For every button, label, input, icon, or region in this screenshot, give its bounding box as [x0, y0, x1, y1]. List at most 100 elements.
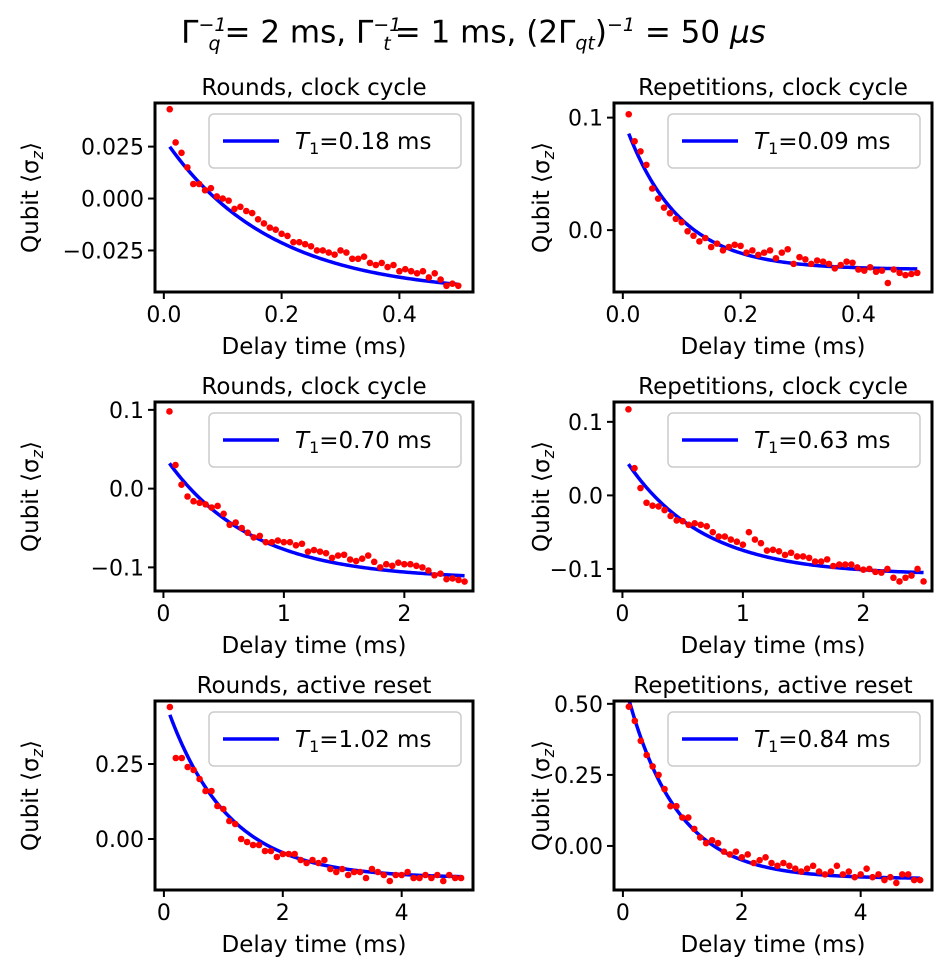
- data-point: [709, 528, 717, 536]
- data-point: [625, 110, 633, 118]
- data-point: [807, 260, 815, 268]
- data-point: [382, 560, 390, 568]
- data-point: [819, 258, 827, 265]
- subplot-title: Repetitions, active reset: [633, 673, 912, 699]
- data-point: [848, 561, 855, 568]
- data-point: [751, 536, 759, 543]
- data-point: [295, 238, 303, 246]
- data-point: [837, 261, 845, 269]
- y-tick-label: 0.50: [554, 693, 603, 718]
- x-tick-label: 0: [615, 602, 629, 627]
- data-point: [190, 497, 197, 505]
- subplot-3: Rounds, clock cycle 0 1 2 −0.1 0.0 0.1 Delay ti…: [18, 374, 475, 659]
- data-point: [678, 218, 686, 226]
- data-point: [778, 249, 786, 256]
- data-point: [655, 503, 662, 510]
- data-point: [250, 534, 258, 541]
- data-point: [817, 558, 825, 565]
- data-point: [214, 502, 221, 510]
- data-point: [793, 553, 801, 560]
- legend: T1=0.70 ms: [208, 412, 462, 468]
- title-gt-sup: −1: [373, 14, 402, 36]
- x-axis-label: Delay time (ms): [681, 932, 866, 958]
- data-point: [395, 559, 402, 566]
- data-point: [898, 871, 906, 878]
- data-point: [338, 865, 346, 873]
- data-point: [660, 204, 668, 211]
- data-point: [821, 871, 829, 878]
- data-point: [449, 575, 456, 582]
- data-point: [733, 538, 741, 546]
- data-point: [679, 517, 686, 525]
- data-point: [278, 230, 285, 238]
- data-point: [754, 251, 762, 259]
- data-point: [348, 255, 356, 263]
- data-point: [772, 254, 780, 262]
- data-point: [304, 548, 312, 555]
- data-point: [309, 856, 316, 864]
- data-point: [815, 868, 823, 875]
- data-point: [172, 139, 179, 146]
- data-point: [910, 876, 918, 884]
- data-point: [315, 859, 322, 867]
- subplot-title: Repetitions, clock cycle: [638, 75, 908, 101]
- plot-area: [625, 110, 921, 287]
- title-gq-sub: q: [208, 32, 221, 55]
- legend: T1=0.18 ms: [208, 113, 462, 169]
- data-point: [266, 224, 274, 231]
- data-point: [849, 259, 856, 267]
- subplot-title: Rounds, clock cycle: [201, 75, 426, 101]
- data-point: [376, 564, 384, 571]
- x-tick-label: 0.0: [605, 303, 640, 328]
- data-point: [756, 856, 763, 864]
- x-tick-label: 0.0: [146, 303, 181, 328]
- data-point: [208, 504, 215, 511]
- data-point: [673, 517, 680, 524]
- data-point: [242, 207, 250, 215]
- data-point: [279, 850, 287, 858]
- data-point: [298, 540, 306, 548]
- y-axis-label: Qubit ⟨σz⟩: [18, 740, 47, 851]
- data-point: [643, 161, 650, 169]
- data-point: [419, 267, 427, 275]
- data-point: [757, 539, 765, 547]
- data-point: [855, 266, 862, 273]
- legend: T1=0.84 ms: [667, 711, 921, 767]
- data-point: [760, 249, 768, 256]
- x-tick-label: 0.4: [841, 303, 876, 328]
- data-point: [857, 871, 864, 878]
- data-point: [443, 575, 450, 583]
- data-point: [803, 865, 811, 872]
- title-gt-sub: t: [383, 32, 391, 55]
- data-point: [208, 787, 215, 795]
- axes-frame: [153, 101, 475, 294]
- x-tick-label: 2: [276, 901, 290, 926]
- data-point: [166, 703, 174, 711]
- data-point: [244, 529, 252, 537]
- data-point: [666, 209, 674, 217]
- y-tick-label: −0.1: [91, 556, 144, 581]
- data-point: [401, 560, 408, 568]
- data-point: [195, 180, 203, 188]
- legend-label: T1=0.09 ms: [754, 129, 890, 158]
- data-point: [454, 282, 462, 290]
- x-tick-label: 0: [616, 901, 630, 926]
- data-point: [184, 164, 191, 171]
- data-point: [439, 877, 447, 885]
- x-tick-label: 0.2: [723, 303, 758, 328]
- data-point: [737, 242, 744, 250]
- data-point: [631, 464, 638, 472]
- data-point: [201, 186, 209, 194]
- data-point: [196, 775, 203, 783]
- data-point: [791, 865, 799, 872]
- data-point: [887, 873, 894, 881]
- data-point: [831, 265, 839, 272]
- data-point: [908, 270, 915, 278]
- data-point: [866, 565, 873, 573]
- title-gq-sup: −1: [198, 14, 227, 36]
- data-point: [431, 270, 439, 277]
- data-point: [290, 238, 297, 246]
- plot-area: [166, 703, 465, 885]
- data-point: [340, 551, 348, 559]
- data-point: [284, 232, 291, 240]
